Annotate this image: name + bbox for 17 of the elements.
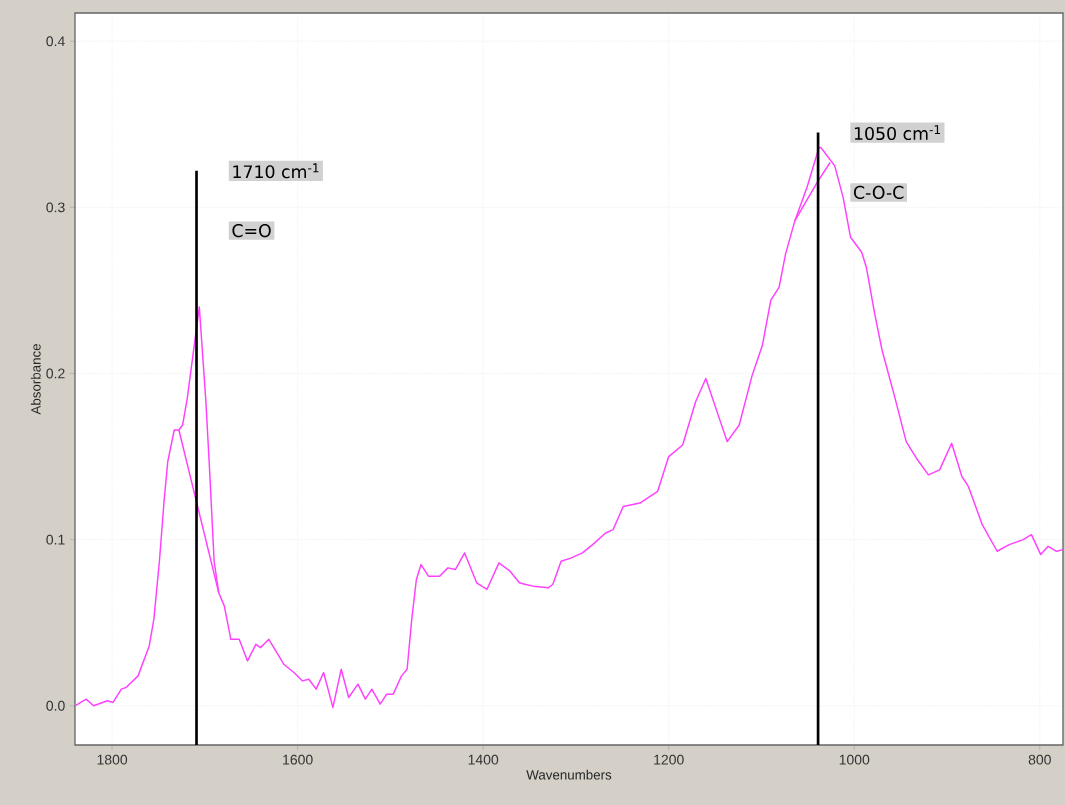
y-tick-label: 0.1 [46, 534, 65, 545]
x-tick-label: 1000 [839, 754, 870, 765]
x-tick-label: 1800 [97, 754, 128, 765]
y-tick-label: 0.2 [46, 368, 65, 379]
annotation: C=O [232, 224, 271, 238]
ref-line-label: 1050 cm$^{-1}$ [854, 125, 941, 141]
x-tick-label: 1400 [468, 754, 499, 765]
x-axis-title: Wavenumbers [526, 769, 612, 780]
x-tick-label: 800 [1028, 754, 1051, 765]
annotation: C-O-C [853, 185, 904, 199]
y-axis-title: Absorbance [30, 344, 41, 415]
y-tick-label: 0.3 [46, 202, 65, 213]
ref-line-label: 1710 cm$^{-1}$ [233, 163, 319, 179]
x-tick-label: 1600 [283, 754, 313, 765]
x-tick-label: 1200 [654, 754, 684, 765]
y-tick-label: 0.4 [46, 36, 65, 47]
y-tick-label: 0.0 [46, 700, 65, 711]
